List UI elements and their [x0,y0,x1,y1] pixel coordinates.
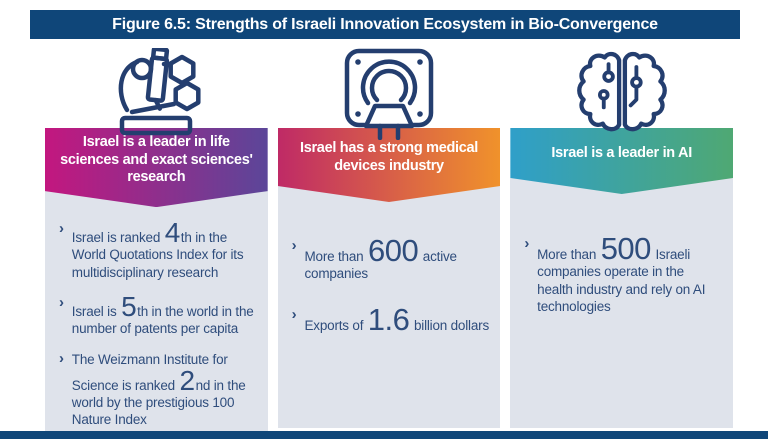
chevron-bullet-icon: › [59,293,64,311]
column-header-text: Israel is a leader in life sciences and … [60,134,253,186]
text-segment: More than [537,247,600,262]
text-segment: th in the World Quotations Index for its… [71,230,244,280]
text-segment: Israeli companies operate in the health … [537,247,706,314]
chevron-bullet-icon: › [291,305,297,323]
column-body: › Israel is ranked 4th in the World Quota… [45,191,268,439]
text-segment: nd in the world by the prestigious 100 N… [71,377,246,428]
column-icon-area [510,50,733,132]
chevron-bullet-icon: › [59,350,64,368]
bottom-accent-bar [0,431,768,439]
column-header: Israel has a strong medical devices indu… [278,128,501,202]
bullet-text: Israel is ranked 4th in the World Quotat… [71,219,258,281]
ai-brain-icon [576,51,667,132]
bullet-item: › More than 500 Israeli companies operate… [524,233,723,315]
column-body: › More than 600 active companies › Exports … [277,186,501,428]
figure-title: Figure 6.5: Strengths of Israeli Innovat… [112,15,658,33]
column-header: Israel is a leader in life sciences and … [45,128,268,207]
column-medical-devices: Israel has a strong medical devices indu… [277,48,501,428]
highlight-number: 1.6 [367,301,410,337]
highlight-number: 4 [164,217,181,249]
bullet-text: Exports of 1.6 billion dollars [304,304,489,335]
text-segment: billion dollars [410,317,489,333]
highlight-number: 600 [368,233,419,268]
column-header: Israel is a leader in AI [510,128,733,194]
text-segment: Israel is [71,303,121,319]
bullet-text: Israel is 5th in the world in the number… [71,292,258,338]
column-header-text: Israel is a leader in AI [551,145,692,162]
text-segment: active companies [304,249,457,282]
bullet-item: › Exports of 1.6 billion dollars [291,304,491,335]
column-body: › More than 500 Israeli companies operate… [510,178,734,428]
mri-scanner-icon [344,48,434,140]
text-segment: More than [304,249,368,264]
column-header-text: Israel has a strong medical devices indu… [299,140,479,174]
chevron-bullet-icon: › [291,237,297,254]
column-ai-leadership: Israel is a leader in AI › More than 500 … [510,50,734,428]
microscope-molecules-icon [118,48,201,136]
bullet-item: › The Weizmann Institute for Science is r… [59,351,258,428]
text-segment: Israel is ranked [71,230,164,246]
bullet-text: More than 600 active companies [304,235,490,283]
column-life-sciences-research: Israel is a leader in life sciences and … [45,48,268,439]
highlight-number: 500 [600,231,652,266]
highlight-number: 5 [121,290,137,322]
column-icon-area [278,48,501,140]
text-segment: Exports of [304,317,367,333]
bullet-text: More than 500 Israeli companies operate … [537,233,723,315]
columns-container: Israel is a leader in life sciences and … [45,48,734,439]
highlight-number: 2 [179,364,196,396]
column-icon-area [45,48,268,136]
figure-title-banner: Figure 6.5: Strengths of Israeli Innovat… [30,10,740,39]
bullet-item: › Israel is ranked 4th in the World Quota… [59,219,258,281]
chevron-bullet-icon: › [59,220,64,238]
text-segment: th in the world in the number of patents… [71,303,254,337]
bullet-item: › More than 600 active companies [291,235,491,283]
chevron-bullet-icon: › [524,235,530,252]
bullet-text: The Weizmann Institute for Science is ra… [72,351,258,428]
text-segment: The Weizmann Institute for Science is ra… [71,352,228,393]
bullet-item: › Israel is 5th in the world in the numbe… [59,292,258,338]
